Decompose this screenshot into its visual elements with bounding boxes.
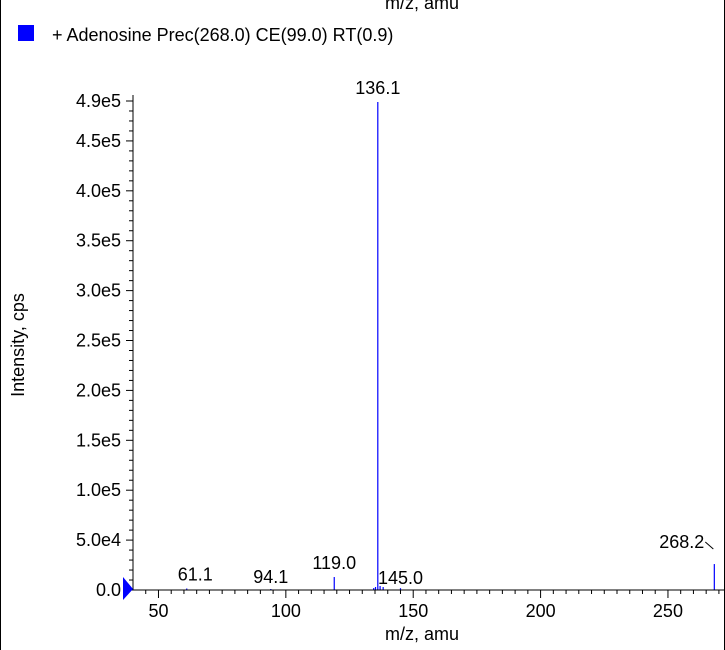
legend-label: + Adenosine Prec(268.0) CE(99.0) RT(0.9) — [52, 25, 393, 45]
peak-label: 94.1 — [253, 567, 288, 587]
peak-label: 268.2 — [659, 532, 704, 552]
x-tick-label: 200 — [526, 601, 556, 621]
y-tick-label: 3.5e5 — [76, 231, 121, 251]
x-tick-label: 150 — [398, 601, 428, 621]
peak-label-leader — [704, 541, 714, 550]
y-tick-label: 3.0e5 — [76, 281, 121, 301]
y-tick-label: 5.0e4 — [76, 530, 121, 550]
x-axis-title: m/z, amu — [385, 624, 459, 644]
y-tick-label: 2.0e5 — [76, 380, 121, 400]
peak-label: 145.0 — [378, 568, 423, 588]
y-tick-label: 4.9e5 — [76, 91, 121, 111]
x-tick-label: 250 — [653, 601, 683, 621]
peak-labels: 136.1 61.1 94.1 119.0 145.0 268.2 — [178, 78, 714, 588]
y-tick-label: 1.5e5 — [76, 430, 121, 450]
peak-label: 119.0 — [312, 553, 356, 573]
y-tick-label: 4.0e5 — [76, 181, 121, 201]
y-axis-title: Intensity, cps — [8, 293, 28, 397]
y-tick-label: 2.5e5 — [76, 331, 121, 351]
legend-swatch — [18, 25, 34, 41]
start-marker — [123, 577, 133, 600]
axis-ticks: 0.0 5.0e4 1.0e5 1.5e5 2.0e5 2.5e5 3.0e5 3.5e5 4.… — [76, 91, 720, 621]
y-tick-label: 1.0e5 — [76, 480, 121, 500]
x-tick-label: 100 — [271, 601, 301, 621]
top-cut-label: m/z, amu — [385, 0, 459, 13]
x-tick-label: 50 — [148, 601, 168, 621]
y-tick-label: 0.0 — [96, 580, 121, 600]
peak-label: 136.1 — [355, 78, 400, 98]
peak-lines — [186, 101, 715, 590]
y-tick-label: 4.5e5 — [76, 131, 121, 151]
peak-label: 61.1 — [178, 565, 213, 585]
